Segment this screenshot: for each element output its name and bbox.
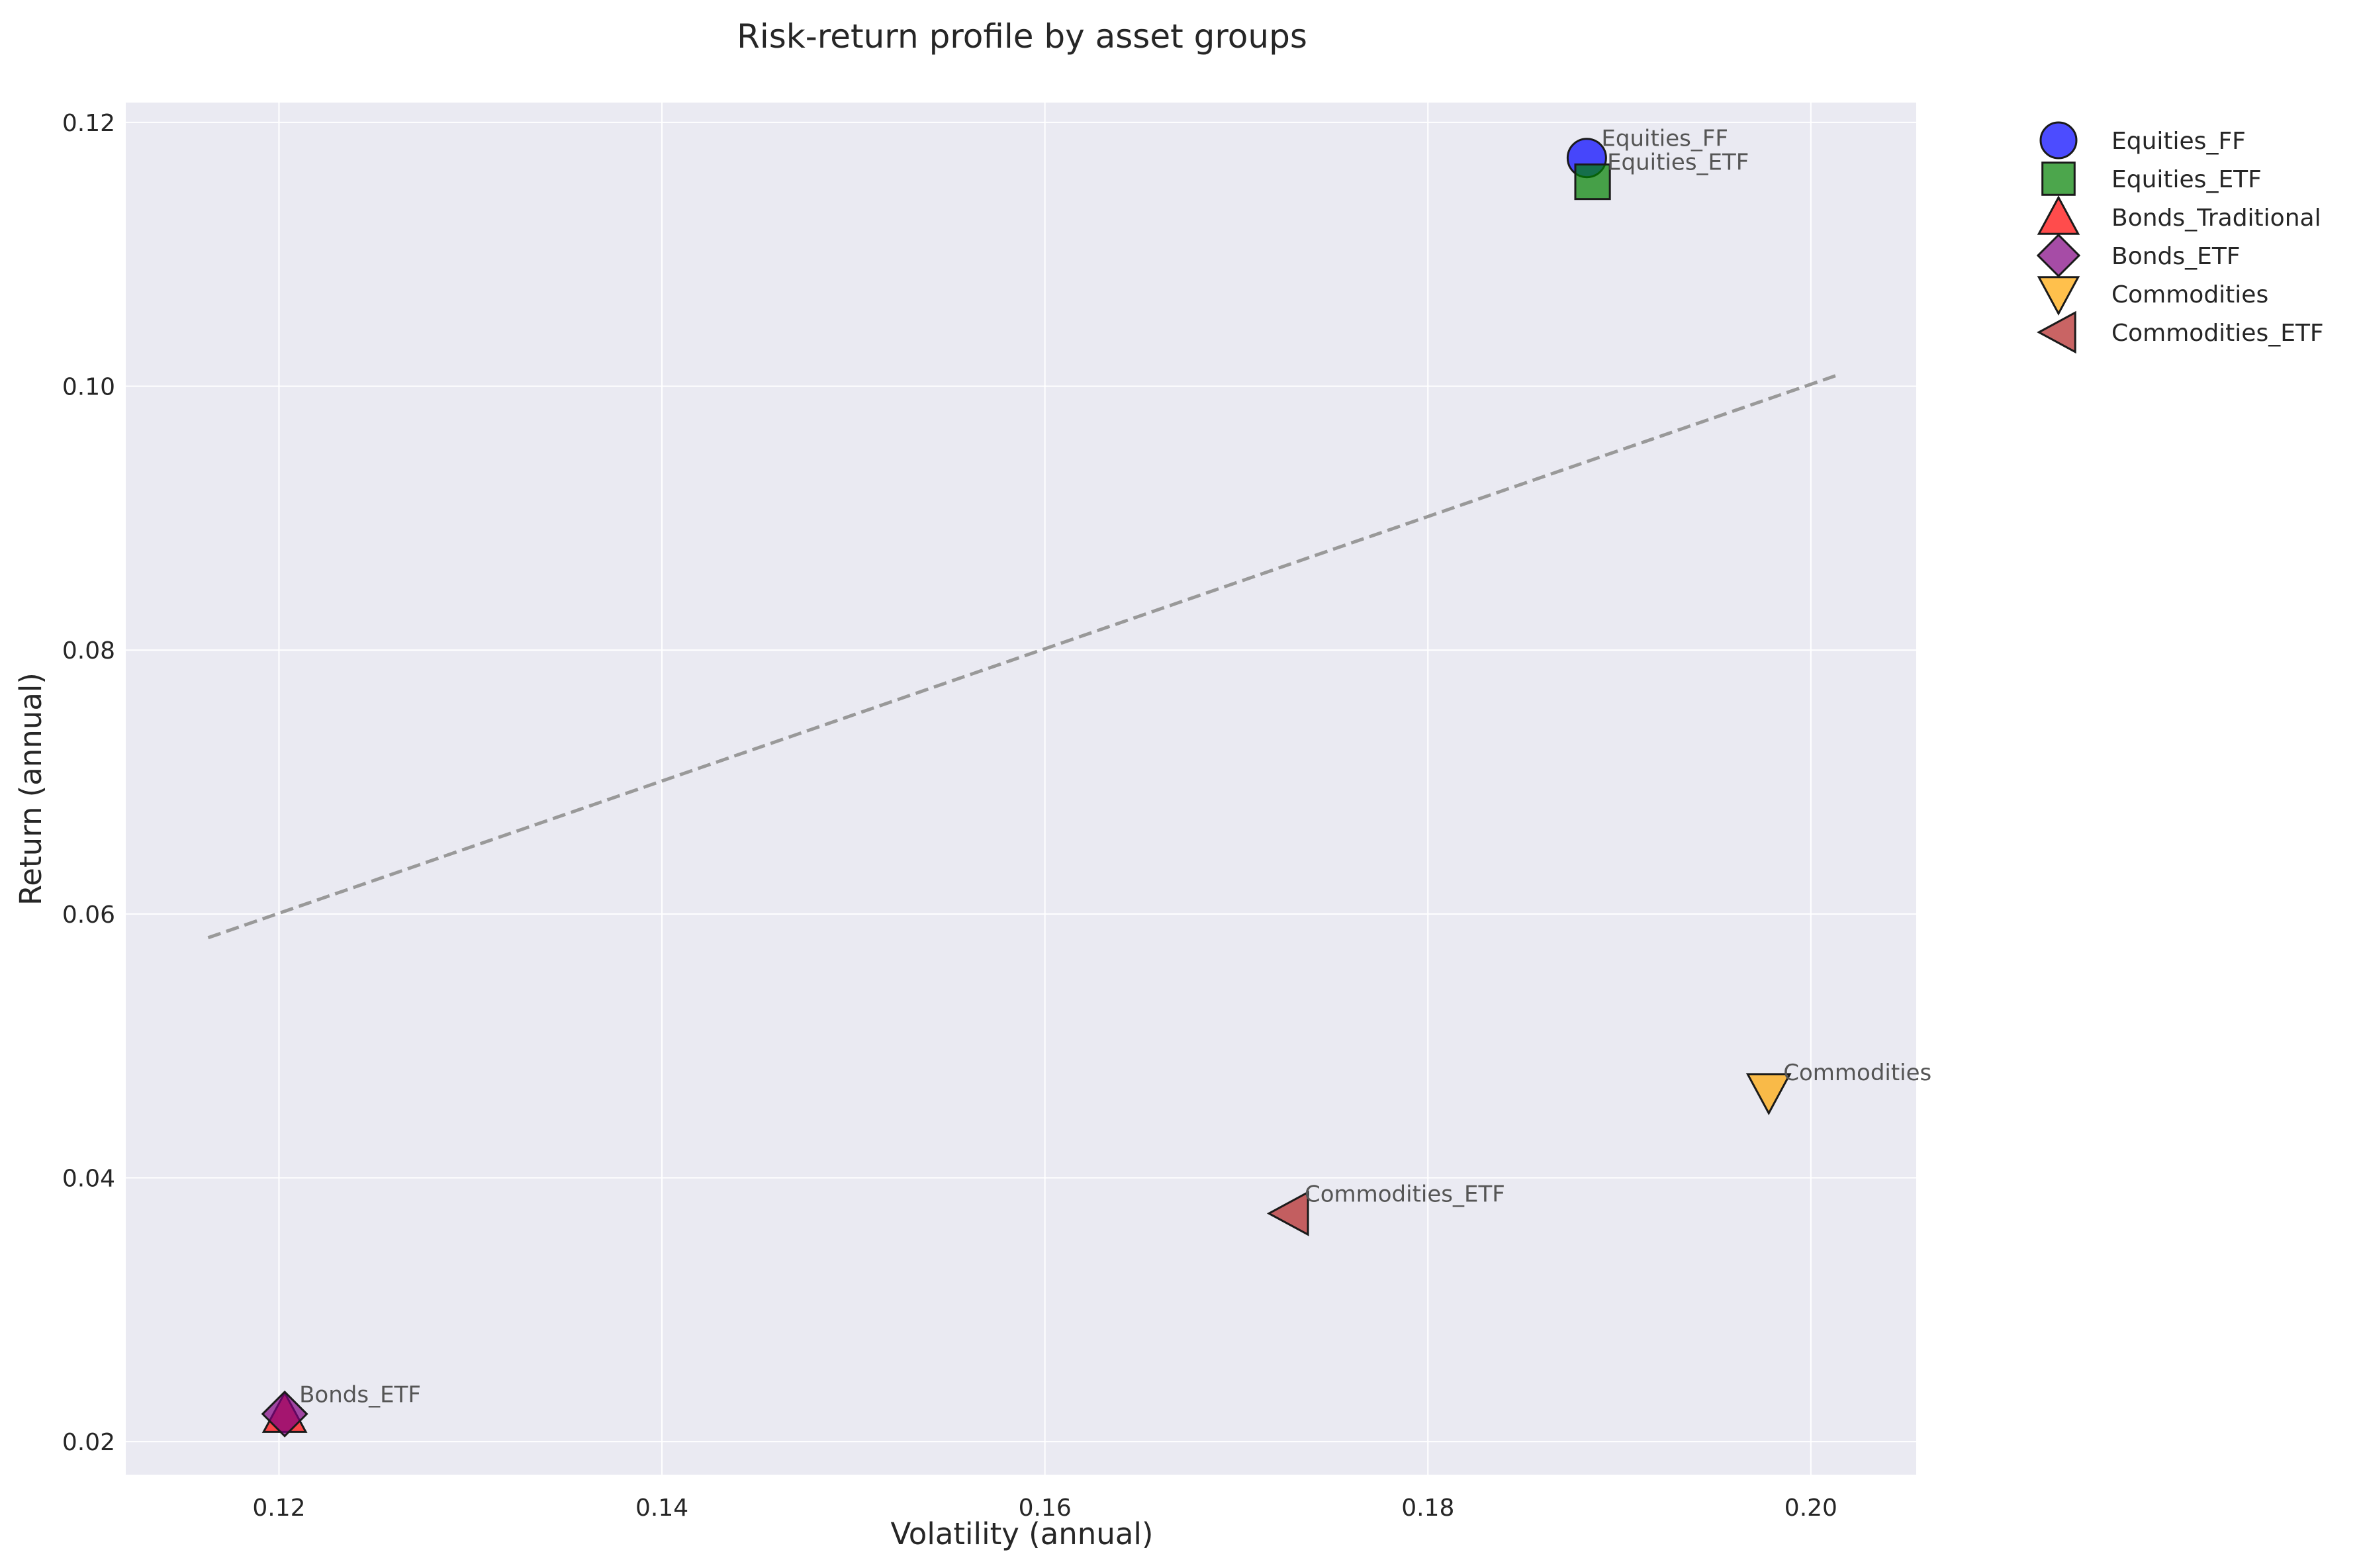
x-tick-label: 0.20 — [1784, 1495, 1837, 1522]
legend-marker-bonds-traditional — [2037, 195, 2080, 235]
points — [261, 138, 1792, 1438]
y-tick-label: 0.04 — [62, 1166, 115, 1193]
y-axis-label: Return (annual) — [13, 672, 48, 905]
y-tick-label: 0.10 — [62, 374, 115, 401]
annotation-bonds-etf: Bonds_ETF — [299, 1381, 421, 1408]
point-equities-etf — [1574, 163, 1611, 201]
annotation-equities-etf: Equities_ETF — [1607, 150, 1749, 176]
x-axis-label: Volatility (annual) — [891, 1516, 1154, 1551]
legend-marker-commodities-etf — [2037, 310, 2076, 354]
point-commodities-etf — [1266, 1190, 1309, 1236]
y-tick-label: 0.12 — [62, 110, 115, 137]
legend-marker-commodities — [2037, 276, 2080, 316]
legend-label-commodities-etf: Commodities_ETF — [2111, 320, 2324, 347]
legend-label-commodities: Commodities — [2111, 281, 2268, 308]
legend-marker-equities-ff — [2039, 121, 2078, 160]
legend-label-equities-ff: Equities_FF — [2111, 128, 2246, 155]
grid — [126, 103, 1916, 1475]
y-tick-label: 0.06 — [62, 901, 115, 929]
point-commodities — [1745, 1073, 1792, 1116]
legend-marker-bonds-etf — [2036, 233, 2081, 278]
x-tick-label: 0.18 — [1401, 1495, 1454, 1522]
legend-marker-equities-etf — [2041, 161, 2076, 196]
annotation-equities-ff: Equities_FF — [1601, 126, 1728, 152]
legend-label-bonds-etf: Bonds_ETF — [2111, 243, 2241, 270]
annotation-commodities-etf: Commodities_ETF — [1305, 1181, 1505, 1207]
chart-title: Risk-return profile by asset groups — [737, 17, 1307, 56]
legend-label-bonds-traditional: Bonds_Traditional — [2111, 205, 2321, 232]
x-tick-label: 0.14 — [635, 1495, 688, 1522]
legend-label-equities-etf: Equities_ETF — [2111, 166, 2262, 193]
y-ticks: 0.02 0.04 0.06 0.08 0.10 0.12 — [62, 110, 115, 1456]
x-tick-label: 0.12 — [252, 1495, 305, 1522]
x-tick-label: 0.16 — [1019, 1495, 1072, 1522]
y-tick-label: 0.08 — [62, 637, 115, 665]
point-bonds-etf — [261, 1390, 308, 1438]
plot-background — [126, 103, 1916, 1475]
annotation-commodities: Commodities — [1783, 1060, 1931, 1086]
legend: Equities_FF Equities_ETF Bonds_Traditional… — [2036, 121, 2324, 354]
y-tick-label: 0.02 — [62, 1429, 115, 1456]
x-ticks: 0.12 0.14 0.16 0.18 0.20 — [252, 1495, 1837, 1522]
